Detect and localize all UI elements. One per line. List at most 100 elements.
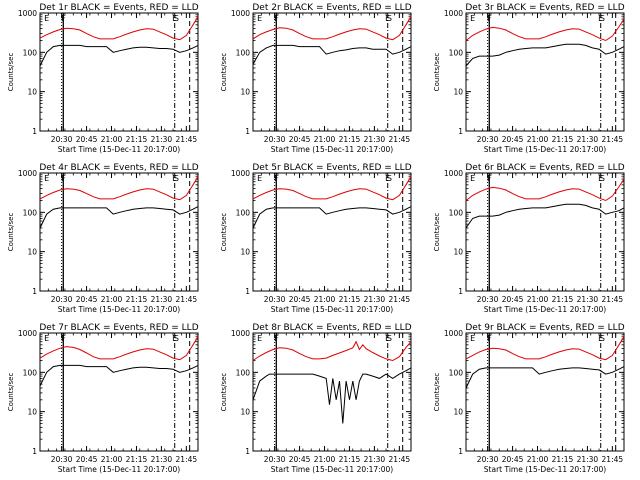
chart-panel-3: Det 3r BLACK = Events, RED = LLD Counts/s…: [433, 3, 625, 154]
x-tick-label: 21:30: [577, 455, 599, 464]
event-marker: E: [470, 334, 475, 343]
chart-title: Det 1r BLACK = Events, RED = LLD: [39, 3, 198, 13]
x-tick-label: 21:30: [577, 295, 599, 304]
event-marker: F: [61, 334, 66, 343]
plot-frame: [39, 332, 199, 452]
plot-frame: [252, 332, 412, 452]
chart-title: Det 5r BLACK = Events, RED = LLD: [252, 163, 411, 173]
event-marker: E: [385, 174, 390, 183]
event-marker: E: [385, 14, 390, 23]
series-line-events: [39, 206, 199, 229]
y-tick-label: 10: [240, 248, 250, 257]
x-tick-label: 21:45: [602, 295, 624, 304]
x-tick-label: 21:15: [126, 455, 148, 464]
series-line-events: [465, 43, 625, 67]
y-tick-label: 1: [458, 447, 463, 456]
event-marker: F: [487, 334, 492, 343]
plot-frame: [465, 332, 625, 452]
y-tick-label: 1000: [444, 169, 463, 178]
chart-title: Det 9r BLACK = Events, RED = LLD: [465, 323, 624, 333]
x-tick-label: 21:00: [527, 455, 549, 464]
x-tick-label: 21:15: [552, 295, 574, 304]
x-tick-label: 21:15: [126, 295, 148, 304]
y-tick-label: 10: [27, 408, 37, 417]
x-tick-label: 21:00: [527, 295, 549, 304]
event-marker: E: [470, 174, 475, 183]
chart-title: Det 3r BLACK = Events, RED = LLD: [465, 3, 624, 13]
plot-frame: [252, 12, 412, 132]
event-marker: E: [44, 14, 49, 23]
y-axis-label: Counts/sec: [433, 53, 441, 92]
y-tick-label: 10: [27, 88, 37, 97]
series-line-lld: [252, 340, 412, 362]
chart-panel-2: Det 2r BLACK = Events, RED = LLD Counts/s…: [220, 3, 412, 154]
chart-panel-4: Det 4r BLACK = Events, RED = LLD Counts/s…: [7, 163, 199, 314]
x-tick-label: 21:45: [602, 455, 624, 464]
x-axis-label: Start Time (15-Dec-11 20:17:00): [271, 465, 393, 474]
event-marker: S: [600, 14, 605, 23]
x-tick-label: 21:45: [389, 135, 411, 144]
chart-title: Det 7r BLACK = Events, RED = LLD: [39, 323, 198, 333]
series-line-events: [465, 203, 625, 229]
y-tick-label: 1: [32, 287, 37, 296]
y-tick-label: 1000: [444, 9, 463, 18]
event-marker: E: [598, 14, 603, 23]
chart-panel-9: Det 9r BLACK = Events, RED = LLD Counts/s…: [433, 323, 625, 474]
x-tick-label: 20:30: [264, 295, 286, 304]
y-axis-label: Counts/sec: [433, 373, 441, 412]
event-marker: E: [598, 174, 603, 183]
y-tick-label: 1: [32, 127, 37, 136]
y-axis-label: Counts/sec: [433, 213, 441, 252]
y-tick-label: 100: [449, 208, 464, 217]
event-marker: S: [174, 334, 179, 343]
chart-panel-6: Det 6r BLACK = Events, RED = LLD Counts/s…: [433, 163, 625, 314]
y-tick-label: 10: [453, 88, 463, 97]
event-marker: F: [274, 14, 279, 23]
y-tick-label: 100: [236, 208, 251, 217]
x-tick-label: 21:00: [527, 135, 549, 144]
y-tick-label: 100: [449, 48, 464, 57]
x-tick-label: 21:30: [364, 135, 386, 144]
event-marker: S: [174, 14, 179, 23]
series-line-events: [252, 206, 412, 229]
x-tick-label: 21:30: [151, 295, 173, 304]
event-marker: E: [257, 174, 262, 183]
series-line-lld: [465, 178, 625, 202]
y-tick-label: 10: [453, 408, 463, 417]
x-tick-label: 21:30: [364, 295, 386, 304]
x-tick-label: 21:15: [339, 455, 361, 464]
x-tick-label: 20:30: [477, 295, 499, 304]
y-tick-label: 100: [23, 48, 38, 57]
chart-panel-8: Det 8r BLACK = Events, RED = LLD Counts/s…: [220, 323, 412, 474]
x-tick-label: 21:30: [577, 135, 599, 144]
x-axis-label: Start Time (15-Dec-11 20:17:00): [58, 145, 180, 154]
y-axis-label: Counts/sec: [220, 53, 228, 92]
event-marker: F: [487, 14, 492, 23]
plot-frame: [252, 172, 412, 292]
x-axis-label: Start Time (15-Dec-11 20:17:00): [484, 305, 606, 314]
x-tick-label: 21:30: [151, 455, 173, 464]
series-line-events: [252, 44, 412, 65]
event-marker: E: [44, 334, 49, 343]
series-line-lld: [252, 176, 412, 201]
event-marker: F: [274, 174, 279, 183]
x-tick-label: 21:15: [339, 295, 361, 304]
x-tick-label: 20:30: [477, 455, 499, 464]
x-tick-label: 21:45: [176, 135, 198, 144]
y-tick-label: 1: [245, 447, 250, 456]
x-tick-label: 20:45: [289, 135, 311, 144]
y-tick-label: 1000: [231, 169, 250, 178]
series-line-events: [39, 364, 199, 387]
event-marker: E: [44, 174, 49, 183]
event-marker: E: [598, 334, 603, 343]
x-tick-label: 21:00: [314, 455, 336, 464]
x-tick-label: 21:15: [552, 135, 574, 144]
y-tick-label: 100: [236, 368, 251, 377]
y-tick-label: 100: [236, 48, 251, 57]
event-marker: S: [174, 174, 179, 183]
chart-title: Det 2r BLACK = Events, RED = LLD: [252, 3, 411, 13]
x-tick-label: 21:00: [101, 135, 123, 144]
event-marker: E: [470, 14, 475, 23]
y-tick-label: 1000: [18, 329, 37, 338]
